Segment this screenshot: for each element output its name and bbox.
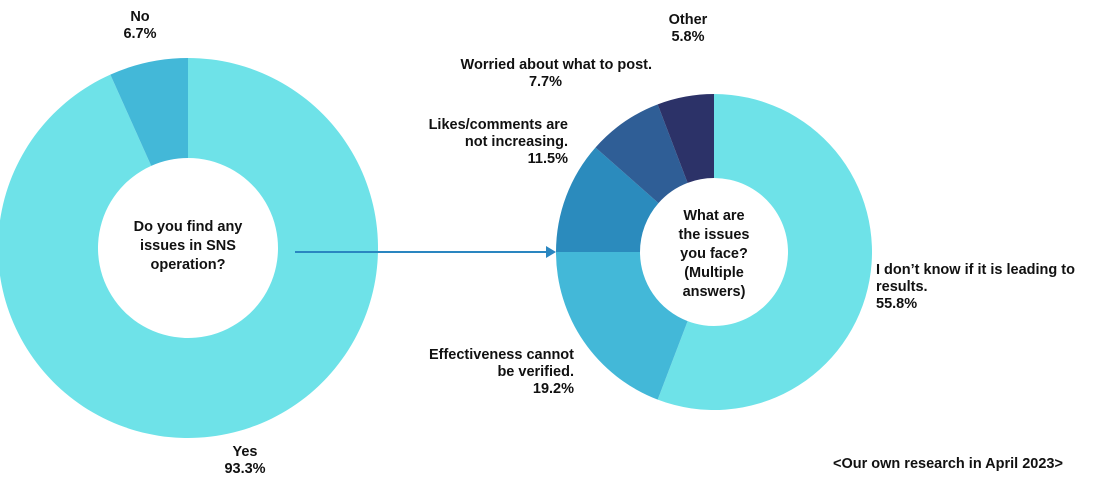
slice-name: I don’t know if it is leading to: [876, 262, 1075, 278]
donut2-slice-4: [657, 94, 714, 183]
donut2-slice-2: [556, 147, 659, 252]
donut-chart-issues-faced: [556, 94, 873, 410]
donut2-center-line: answers): [682, 284, 746, 300]
slice-name: Other: [668, 12, 708, 28]
slice-label-yes: Yes 93.3%: [205, 444, 285, 477]
slice-value: 5.8%: [671, 29, 705, 45]
slice-name: Yes: [232, 444, 258, 460]
slice-name: No: [130, 9, 150, 25]
slice-label-likes: Likes/comments are not increasing. 11.5%: [380, 117, 568, 168]
slice-label-worried: Worried about what to post. 7.7%: [400, 57, 652, 91]
slice-value: 6.7%: [123, 26, 157, 42]
donut2-center-line: What are: [683, 208, 745, 224]
donut1-center-question: Do you find any issues in SNS operation?: [110, 218, 266, 275]
slice-value: 19.2%: [532, 381, 574, 397]
slice-value: 93.3%: [224, 461, 266, 477]
donut2-center-line: you face?: [680, 246, 748, 262]
donut2-center-line: (Multiple: [684, 265, 744, 281]
donut1-center-line: issues in SNS: [140, 238, 236, 254]
source-note: <Our own research in April 2023>: [833, 456, 1063, 472]
donut2-center-line: the issues: [678, 227, 750, 243]
slice-name: be verified.: [497, 364, 574, 380]
donut2-center-question: What are the issues you face? (Multiple …: [652, 207, 776, 302]
slice-label-no: No 6.7%: [100, 9, 180, 43]
slice-name: Effectiveness cannot: [428, 347, 574, 363]
donut2-slice-0: [657, 94, 873, 410]
donut-chart-sns-issues: [0, 58, 379, 438]
donut1-slice-0: [0, 58, 379, 438]
arrow-head: [546, 246, 556, 258]
slice-value: 55.8%: [876, 296, 918, 312]
slice-label-effectiveness: Effectiveness cannot be verified. 19.2%: [380, 347, 574, 398]
slice-name: Likes/comments are: [428, 117, 568, 133]
slice-value: 7.7%: [528, 74, 562, 90]
slice-label-dont-know: I don’t know if it is leading to results…: [876, 262, 1102, 313]
slice-label-other: Other 5.8%: [648, 12, 728, 46]
slice-name: Worried about what to post.: [460, 57, 652, 73]
slice-name: results.: [876, 279, 928, 295]
donut2-slice-1: [556, 252, 688, 400]
connector-arrow: [295, 246, 556, 258]
slice-value: 11.5%: [527, 151, 568, 167]
donut1-center-line: operation?: [150, 257, 226, 273]
donut2-slice-3: [595, 104, 688, 204]
donut1-center-line: Do you find any: [133, 219, 243, 235]
slice-name: not increasing.: [464, 134, 568, 150]
donut1-slice-1: [110, 58, 188, 166]
